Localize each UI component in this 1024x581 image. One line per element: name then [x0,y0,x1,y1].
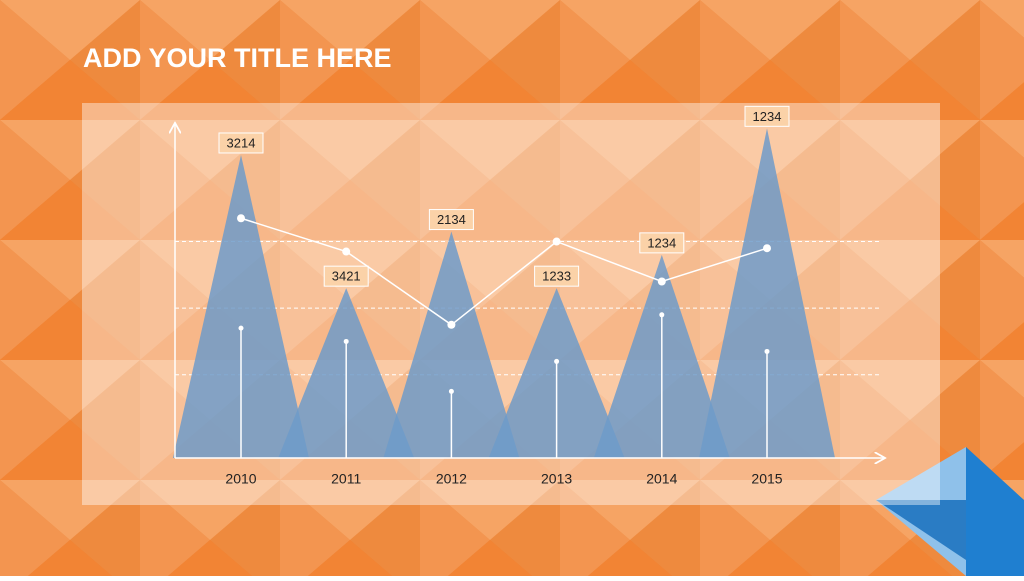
annotation-box [323,265,369,287]
trend-line [240,217,768,326]
plot: 2010 2011 2012 2013 2014 2015 3214 3421 2134 1233… [173,105,882,487]
stem-dot [448,388,454,394]
annotation: 1234 [753,109,782,124]
annotation: 2134 [437,212,466,227]
peak [383,231,520,458]
x-tick-label: 2011 [331,471,361,487]
stem-dot [659,312,665,318]
x-tick-label: 2014 [646,471,677,487]
annotation-box [218,132,264,154]
stem-dot [764,348,770,354]
trend-point [657,277,666,286]
peak [173,154,309,458]
x-tick-label: 2015 [751,471,782,487]
deco-triangle [876,500,966,560]
x-tick-label: 2012 [436,471,467,487]
trend-point [447,320,456,329]
trend-point [342,247,351,256]
stem-dot [343,338,349,344]
stem-dot [554,358,560,364]
trend-point [552,237,561,246]
annotation-box [639,232,685,254]
deco-triangle [966,447,1024,576]
annotation-box [534,265,580,287]
annotation-box [428,209,474,231]
annotation: 1234 [647,235,676,250]
annotation: 3421 [332,269,361,284]
x-tick-label: 2010 [225,471,256,487]
trend-point [763,244,771,253]
peak [699,128,835,458]
title: ADD YOUR TITLE HERE [83,43,392,73]
trend-point [237,214,245,223]
stem-dot [238,325,244,331]
x-tick-label: 2013 [541,471,572,487]
annotation-box [744,105,790,127]
annotation: 1233 [542,269,571,284]
annotation: 3214 [227,135,256,150]
